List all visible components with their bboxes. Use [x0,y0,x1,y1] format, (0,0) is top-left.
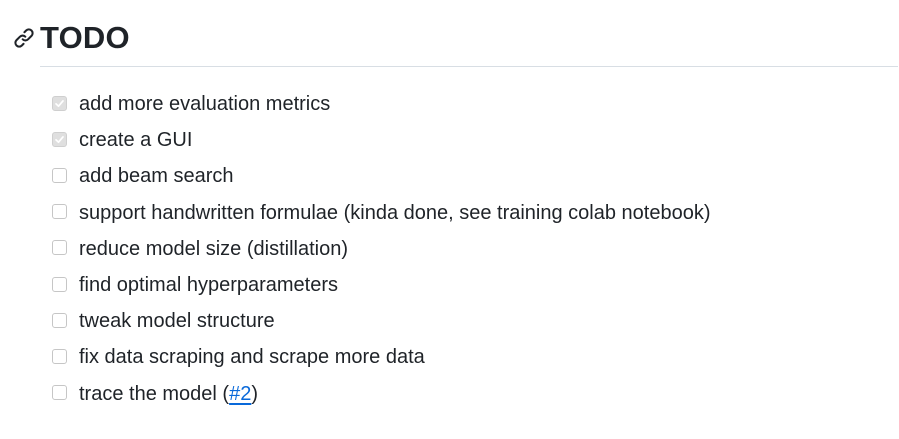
task-checkbox[interactable] [52,95,67,111]
task-checkbox[interactable] [52,385,67,401]
task-item-gui: create a GUI [52,122,872,158]
task-label: create a GUI [79,129,193,152]
task-label-prefix: trace the model ( [79,382,230,405]
checkmark-icon [55,99,64,107]
task-checkbox[interactable] [52,204,67,220]
task-checkbox[interactable] [52,348,67,364]
task-item-evaluation-metrics: add more evaluation metrics [52,86,872,122]
link-icon-svg [14,28,34,48]
task-item-hyperparameters: find optimal hyperparameters [52,267,872,303]
task-item-beam-search: add beam search [52,158,872,194]
heading-divider [40,66,898,67]
task-item-model-size: reduce model size (distillation) [52,231,872,267]
task-item-model-structure: tweak model structure [52,303,872,339]
task-list: add more evaluation metrics create a GUI… [52,86,872,412]
task-checkbox[interactable] [52,276,67,292]
task-checkbox[interactable] [52,131,67,147]
task-label-suffix: ) [251,382,258,405]
task-checkbox[interactable] [52,312,67,328]
task-checkbox[interactable] [52,167,67,183]
task-label: reduce model size (distillation) [79,237,349,260]
page-title: TODO [40,20,130,55]
checkmark-icon [55,135,64,143]
task-item-handwritten-formulae: support handwritten formulae (kinda done… [52,195,872,231]
task-label: fix data scraping and scrape more data [79,346,425,369]
todo-heading-section: TODO [0,0,899,68]
task-checkbox[interactable] [52,240,67,256]
issue-link[interactable]: #2 [229,382,252,405]
task-label: add more evaluation metrics [79,93,331,116]
task-label: add beam search [79,165,234,188]
link-icon[interactable] [13,27,35,49]
task-label: trace the model (#2) [79,382,258,406]
task-item-data-scraping: fix data scraping and scrape more data [52,339,872,375]
task-label: support handwritten formulae (kinda done… [79,201,711,224]
task-label: find optimal hyperparameters [79,274,339,297]
task-item-trace-model: trace the model (#2) [52,376,872,412]
task-label: tweak model structure [79,310,275,333]
